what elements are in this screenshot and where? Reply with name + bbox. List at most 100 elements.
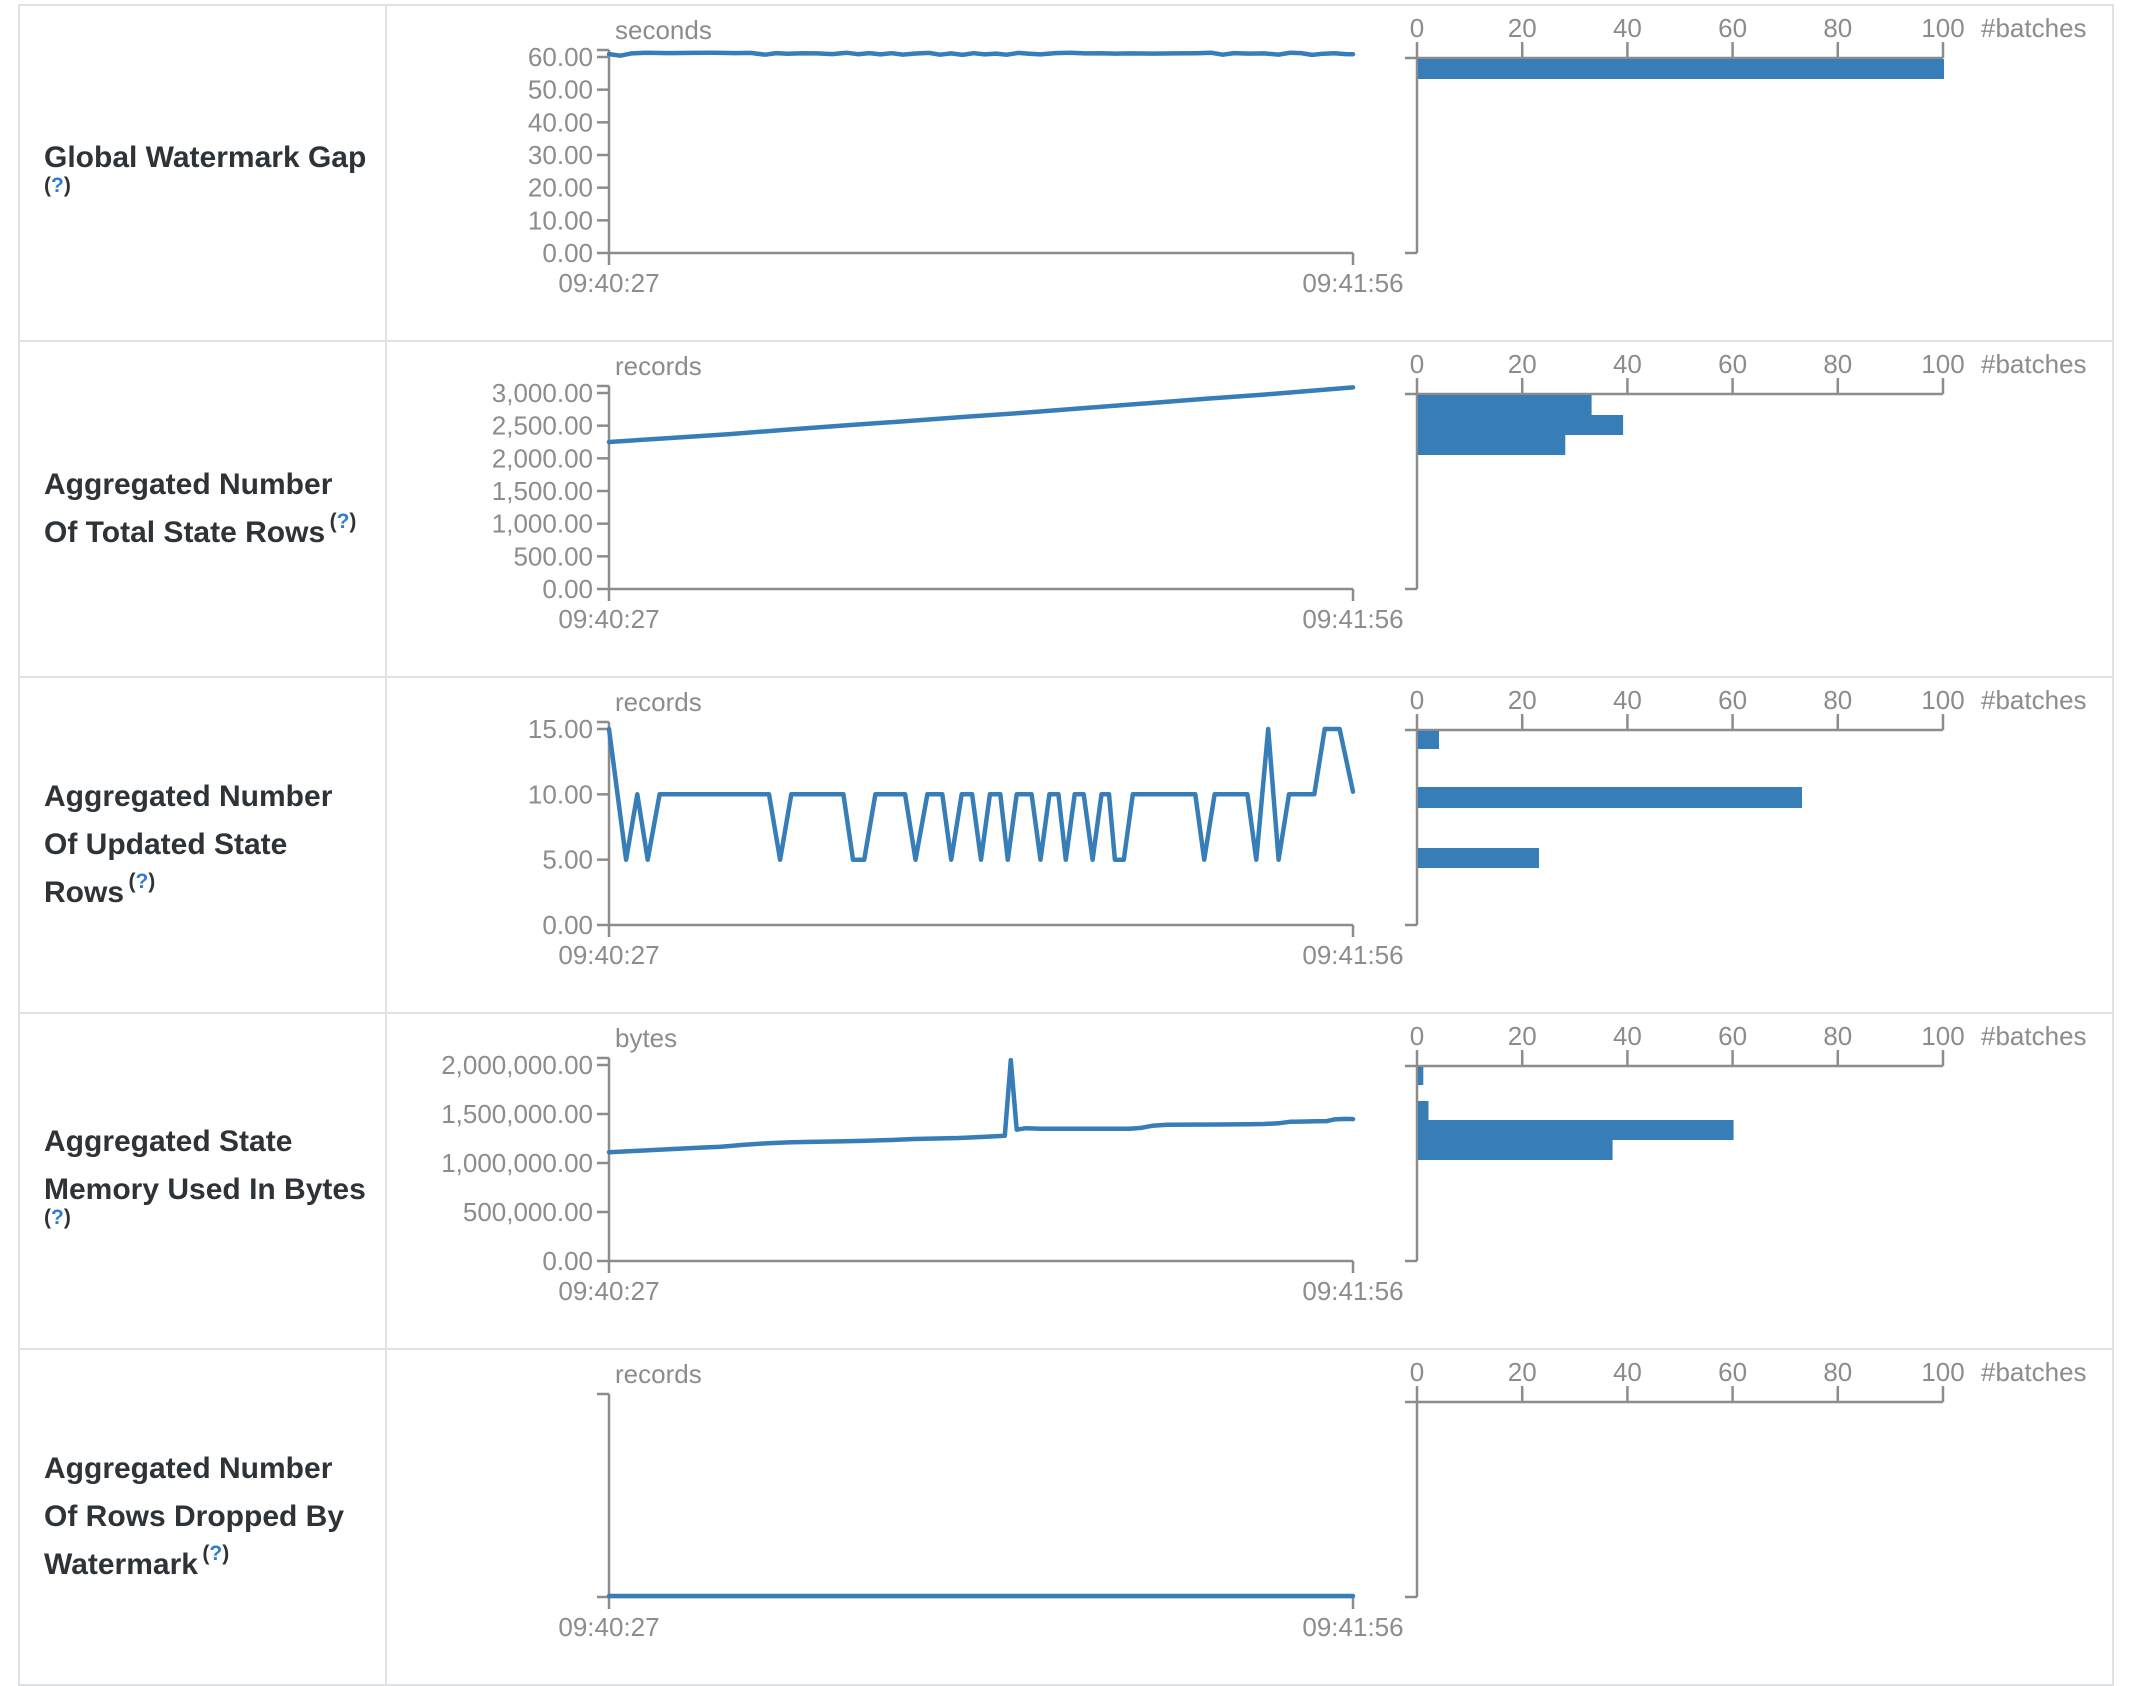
help-question-link[interactable]: ? — [209, 1541, 223, 1565]
help-paren-close: ) — [148, 869, 156, 893]
histogram-x-tick-label: 0 — [1410, 13, 1424, 43]
help-question-link[interactable]: ? — [336, 509, 350, 533]
histogram-x-tick-label: 80 — [1823, 13, 1852, 43]
timeline-y-tick-label: 5.00 — [542, 845, 593, 875]
histogram-x-tick-label: 20 — [1508, 685, 1537, 715]
metric-label: Aggregated Number Of Rows Dropped By Wat… — [44, 1452, 345, 1581]
timeline-y-tick-label: 2,000,000.00 — [441, 1050, 593, 1080]
help-paren-close: ) — [63, 174, 71, 198]
timeline-y-tick-label: 0.00 — [542, 910, 593, 940]
timeline-y-tick-label: 3,000.00 — [492, 378, 593, 408]
timeline-y-tick-label: 2,500.00 — [492, 411, 593, 441]
metric-label: Aggregated Number Of Updated State Rows — [44, 780, 333, 909]
metric-label: Aggregated State Memory Used In Bytes — [44, 1125, 366, 1207]
timeline-unit-label: records — [615, 1359, 702, 1389]
help-paren-open: ( — [44, 174, 51, 198]
histogram-x-tick-label: 100 — [1921, 1357, 1964, 1387]
histogram-bar — [1418, 415, 1624, 435]
help-tooltip: (?) — [44, 174, 71, 197]
help-tooltip: (?) — [330, 510, 357, 533]
timeline-x-tick-label: 09:40:27 — [558, 604, 659, 634]
help-paren-open: ( — [202, 1541, 210, 1565]
metric-label: Aggregated Number Of Total State Rows — [44, 468, 333, 549]
help-question-link[interactable]: ? — [51, 1206, 64, 1230]
histogram-bar — [1418, 1120, 1734, 1140]
timeline-x-tick-label: 09:41:56 — [1302, 940, 1403, 970]
timeline-y-tick-label: 2,000.00 — [492, 443, 593, 473]
histogram-unit-label: #batches — [1981, 13, 2087, 43]
histogram-bar — [1418, 787, 1802, 808]
timeline-y-tick-label: 500,000.00 — [463, 1197, 593, 1227]
timeline-and-histogram-charts: bytes 2,000,000.00 1,500,000.00 1,000,000.0… — [441, 1021, 2086, 1306]
timeline-line — [606, 726, 1356, 862]
histogram-x-tick-label: 60 — [1718, 685, 1747, 715]
help-tooltip: (?) — [44, 1206, 71, 1229]
histogram-unit-label: #batches — [1981, 1357, 2087, 1387]
histogram-unit-label: #batches — [1981, 685, 2087, 715]
help-paren-open: ( — [329, 509, 337, 533]
histogram-x-tick-label: 20 — [1508, 1021, 1537, 1051]
histogram-x-tick-label: 20 — [1508, 13, 1537, 43]
timeline-and-histogram-charts: records 09:40:27 09:41:56 0 20 40 60 80 100 #batc… — [558, 1357, 2087, 1642]
histogram-x-tick-label: 80 — [1823, 1357, 1852, 1387]
charts-cell: records 09:40:27 09:41:56 0 20 40 60 80 100 #batc… — [387, 1350, 2112, 1684]
help-tooltip: (?) — [202, 1542, 229, 1565]
histogram-x-tick-label: 0 — [1410, 1021, 1424, 1051]
metric-label-cell: Aggregated Number Of Updated State Rows … — [20, 678, 387, 1012]
timeline-x-tick-label: 09:41:56 — [1302, 1612, 1403, 1642]
histogram-unit-label: #batches — [1981, 349, 2087, 379]
histogram-bar — [1418, 395, 1592, 415]
timeline-x-tick-label: 09:41:56 — [1302, 1276, 1403, 1306]
timeline-y-tick-label: 10.00 — [528, 205, 593, 235]
histogram-x-tick-label: 80 — [1823, 1021, 1852, 1051]
histogram-x-tick-label: 0 — [1410, 1357, 1424, 1387]
help-paren-open: ( — [128, 869, 136, 893]
timeline-y-tick-label: 0.00 — [542, 1246, 593, 1276]
histogram-bar — [1418, 848, 1539, 868]
timeline-y-tick-label: 30.00 — [528, 140, 593, 170]
timeline-unit-label: records — [615, 351, 702, 381]
histogram-x-tick-label: 0 — [1410, 685, 1424, 715]
timeline-y-tick-label: 50.00 — [528, 75, 593, 105]
streaming-statistics-table: Global Watermark Gap (?) seconds 60.00 50.… — [18, 4, 2114, 1686]
timeline-x-tick-label: 09:40:27 — [558, 1276, 659, 1306]
timeline-y-tick-label: 0.00 — [542, 238, 593, 268]
timeline-unit-label: records — [615, 687, 702, 717]
histogram-x-tick-label: 60 — [1718, 1357, 1747, 1387]
timeline-x-tick-label: 09:41:56 — [1302, 604, 1403, 634]
metric-row-updated-state-rows: Aggregated Number Of Updated State Rows … — [20, 678, 2112, 1014]
timeline-and-histogram-charts: records3,000.002,500.002,000.001,500.001… — [492, 349, 2087, 634]
charts-cell: seconds 60.00 50.00 40.00 30.00 20.00 10.00 0.0… — [387, 6, 2112, 340]
timeline-y-tick-label: 1,000.00 — [492, 509, 593, 539]
timeline-line — [606, 50, 1356, 58]
metric-row-global-watermark-gap: Global Watermark Gap (?) seconds 60.00 50.… — [20, 6, 2112, 342]
histogram-bar — [1418, 59, 1944, 79]
help-question-link[interactable]: ? — [51, 174, 64, 198]
histogram-x-tick-label: 40 — [1613, 1357, 1642, 1387]
timeline-unit-label: seconds — [615, 15, 712, 45]
timeline-and-histogram-charts: seconds 60.0050.0040.0030.0020.0010.000.0… — [528, 13, 2087, 298]
metric-label: Global Watermark Gap — [44, 141, 367, 175]
metric-label-cell: Aggregated State Memory Used In Bytes (?… — [20, 1014, 387, 1348]
timeline-y-tick-label: 500.00 — [513, 541, 593, 571]
histogram-bar — [1418, 1067, 1424, 1085]
timeline-x-tick-label: 09:40:27 — [558, 940, 659, 970]
histogram-x-tick-label: 40 — [1613, 349, 1642, 379]
timeline-unit-label: bytes — [615, 1023, 677, 1053]
histogram-bar — [1418, 1140, 1613, 1160]
timeline-line — [606, 385, 1356, 445]
histogram-x-tick-label: 60 — [1718, 349, 1747, 379]
timeline-y-tick-label: 60.00 — [528, 42, 593, 72]
help-question-link[interactable]: ? — [135, 869, 149, 893]
timeline-y-tick-label: 10.00 — [528, 779, 593, 809]
charts-cell: records 15.00 10.00 5.00 0.00 09:40:27 09:41:5… — [387, 678, 2112, 1012]
timeline-x-tick-label: 09:41:56 — [1302, 268, 1403, 298]
timeline-x-tick-label: 09:40:27 — [558, 1612, 659, 1642]
histogram-bar — [1418, 731, 1439, 749]
histogram-x-tick-label: 100 — [1921, 13, 1964, 43]
histogram-x-tick-label: 100 — [1921, 1021, 1964, 1051]
histogram-x-tick-label: 80 — [1823, 349, 1852, 379]
histogram-x-tick-label: 20 — [1508, 1357, 1537, 1387]
histogram-x-tick-label: 20 — [1508, 349, 1537, 379]
charts-cell: bytes 2,000,000.00 1,500,000.00 1,000,000.0… — [387, 1014, 2112, 1348]
